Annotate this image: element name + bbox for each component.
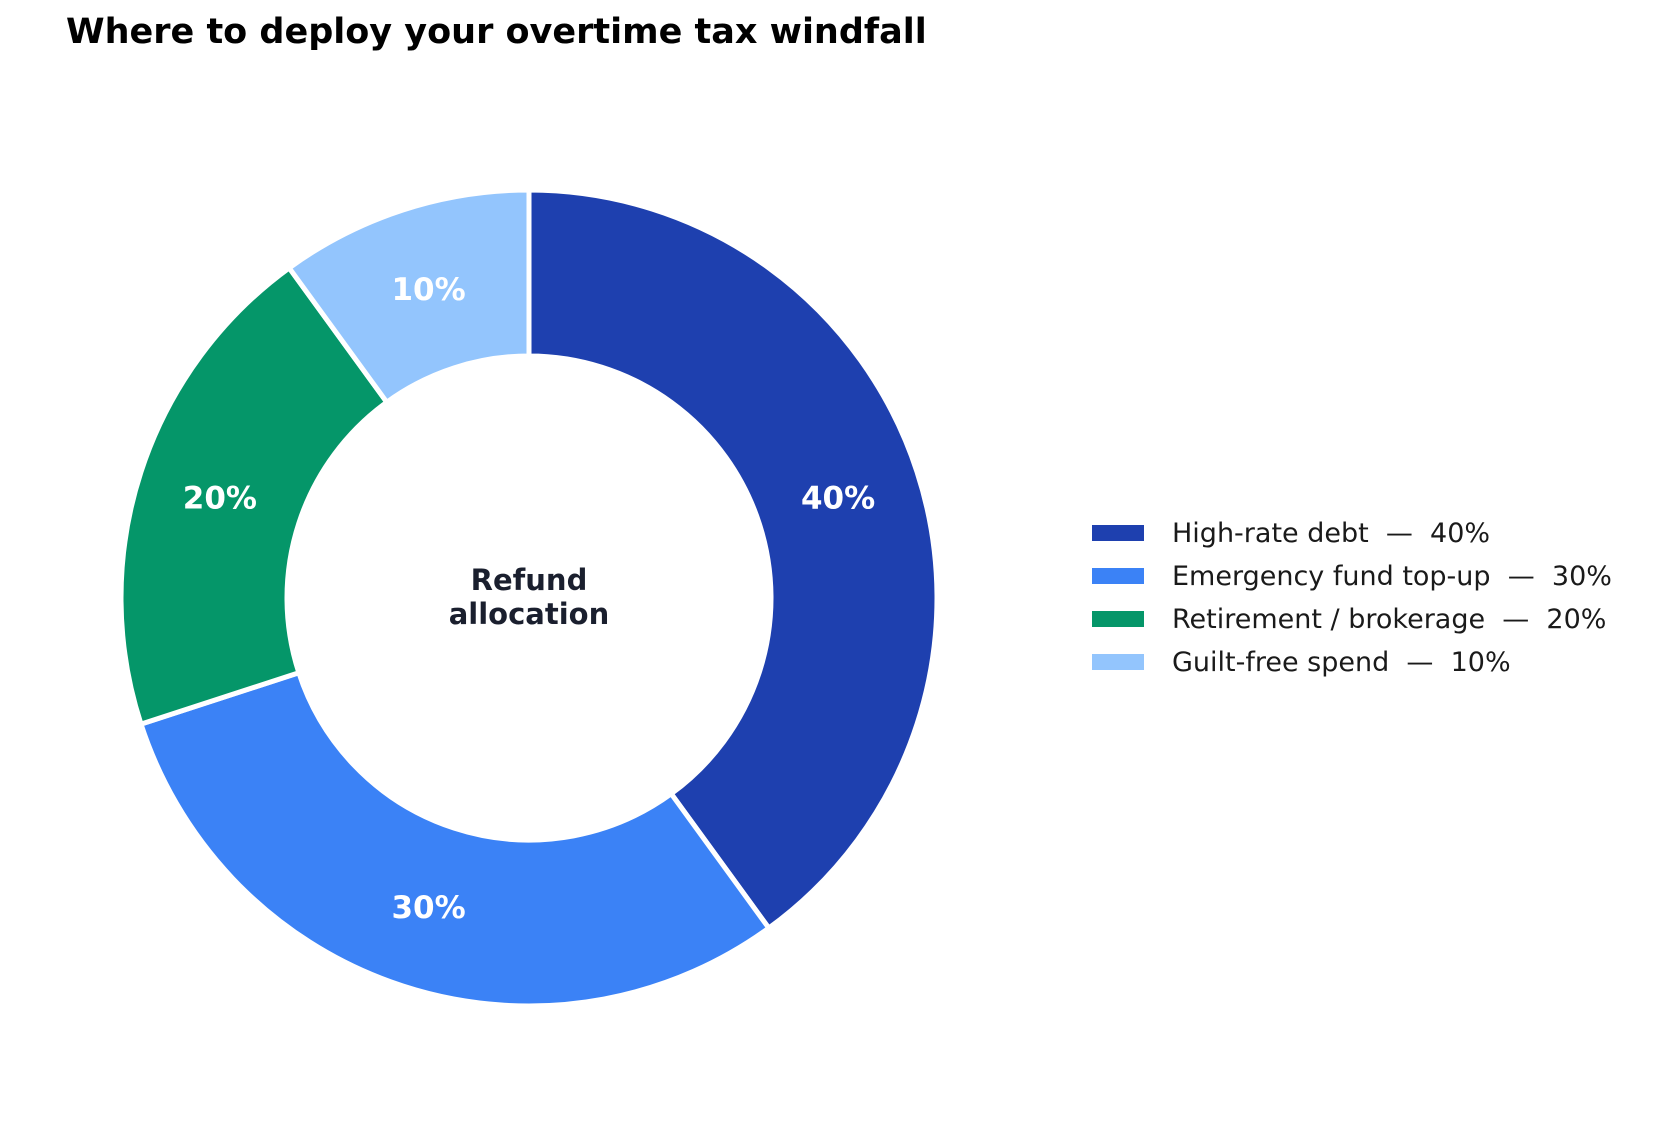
center-label-group: Refund allocation <box>449 563 610 631</box>
donut-slice-4 <box>285 187 532 406</box>
slice-label-1: 40% <box>801 481 875 517</box>
legend-swatch-1 <box>1092 525 1144 541</box>
legend: High-rate debt — 40% Emergency fund top-u… <box>1092 518 1612 678</box>
legend-swatch-3 <box>1092 611 1144 627</box>
slice-labels: 40% 30% 20% 10% <box>183 272 875 926</box>
center-label-line-2: allocation <box>449 597 610 631</box>
legend-label-2: Emergency fund top-up — 30% <box>1172 561 1612 592</box>
legend-label-3: Retirement / brokerage — 20% <box>1172 604 1606 635</box>
slice-label-3: 20% <box>183 481 257 517</box>
legend-swatch-4 <box>1092 654 1144 670</box>
slice-label-4: 10% <box>391 272 465 308</box>
legend-swatch-2 <box>1092 568 1144 584</box>
center-label-line-1: Refund <box>471 563 588 597</box>
chart-title: Where to deploy your overtime tax windfa… <box>66 12 927 52</box>
donut-slices <box>118 187 940 1009</box>
donut-slice-2 <box>137 669 773 1009</box>
legend-label-4: Guilt-free spend — 10% <box>1172 647 1511 678</box>
donut-slice-3 <box>118 264 391 728</box>
legend-label-1: High-rate debt — 40% <box>1172 518 1490 549</box>
donut-slice-1 <box>526 187 940 932</box>
slice-label-2: 30% <box>391 890 465 926</box>
